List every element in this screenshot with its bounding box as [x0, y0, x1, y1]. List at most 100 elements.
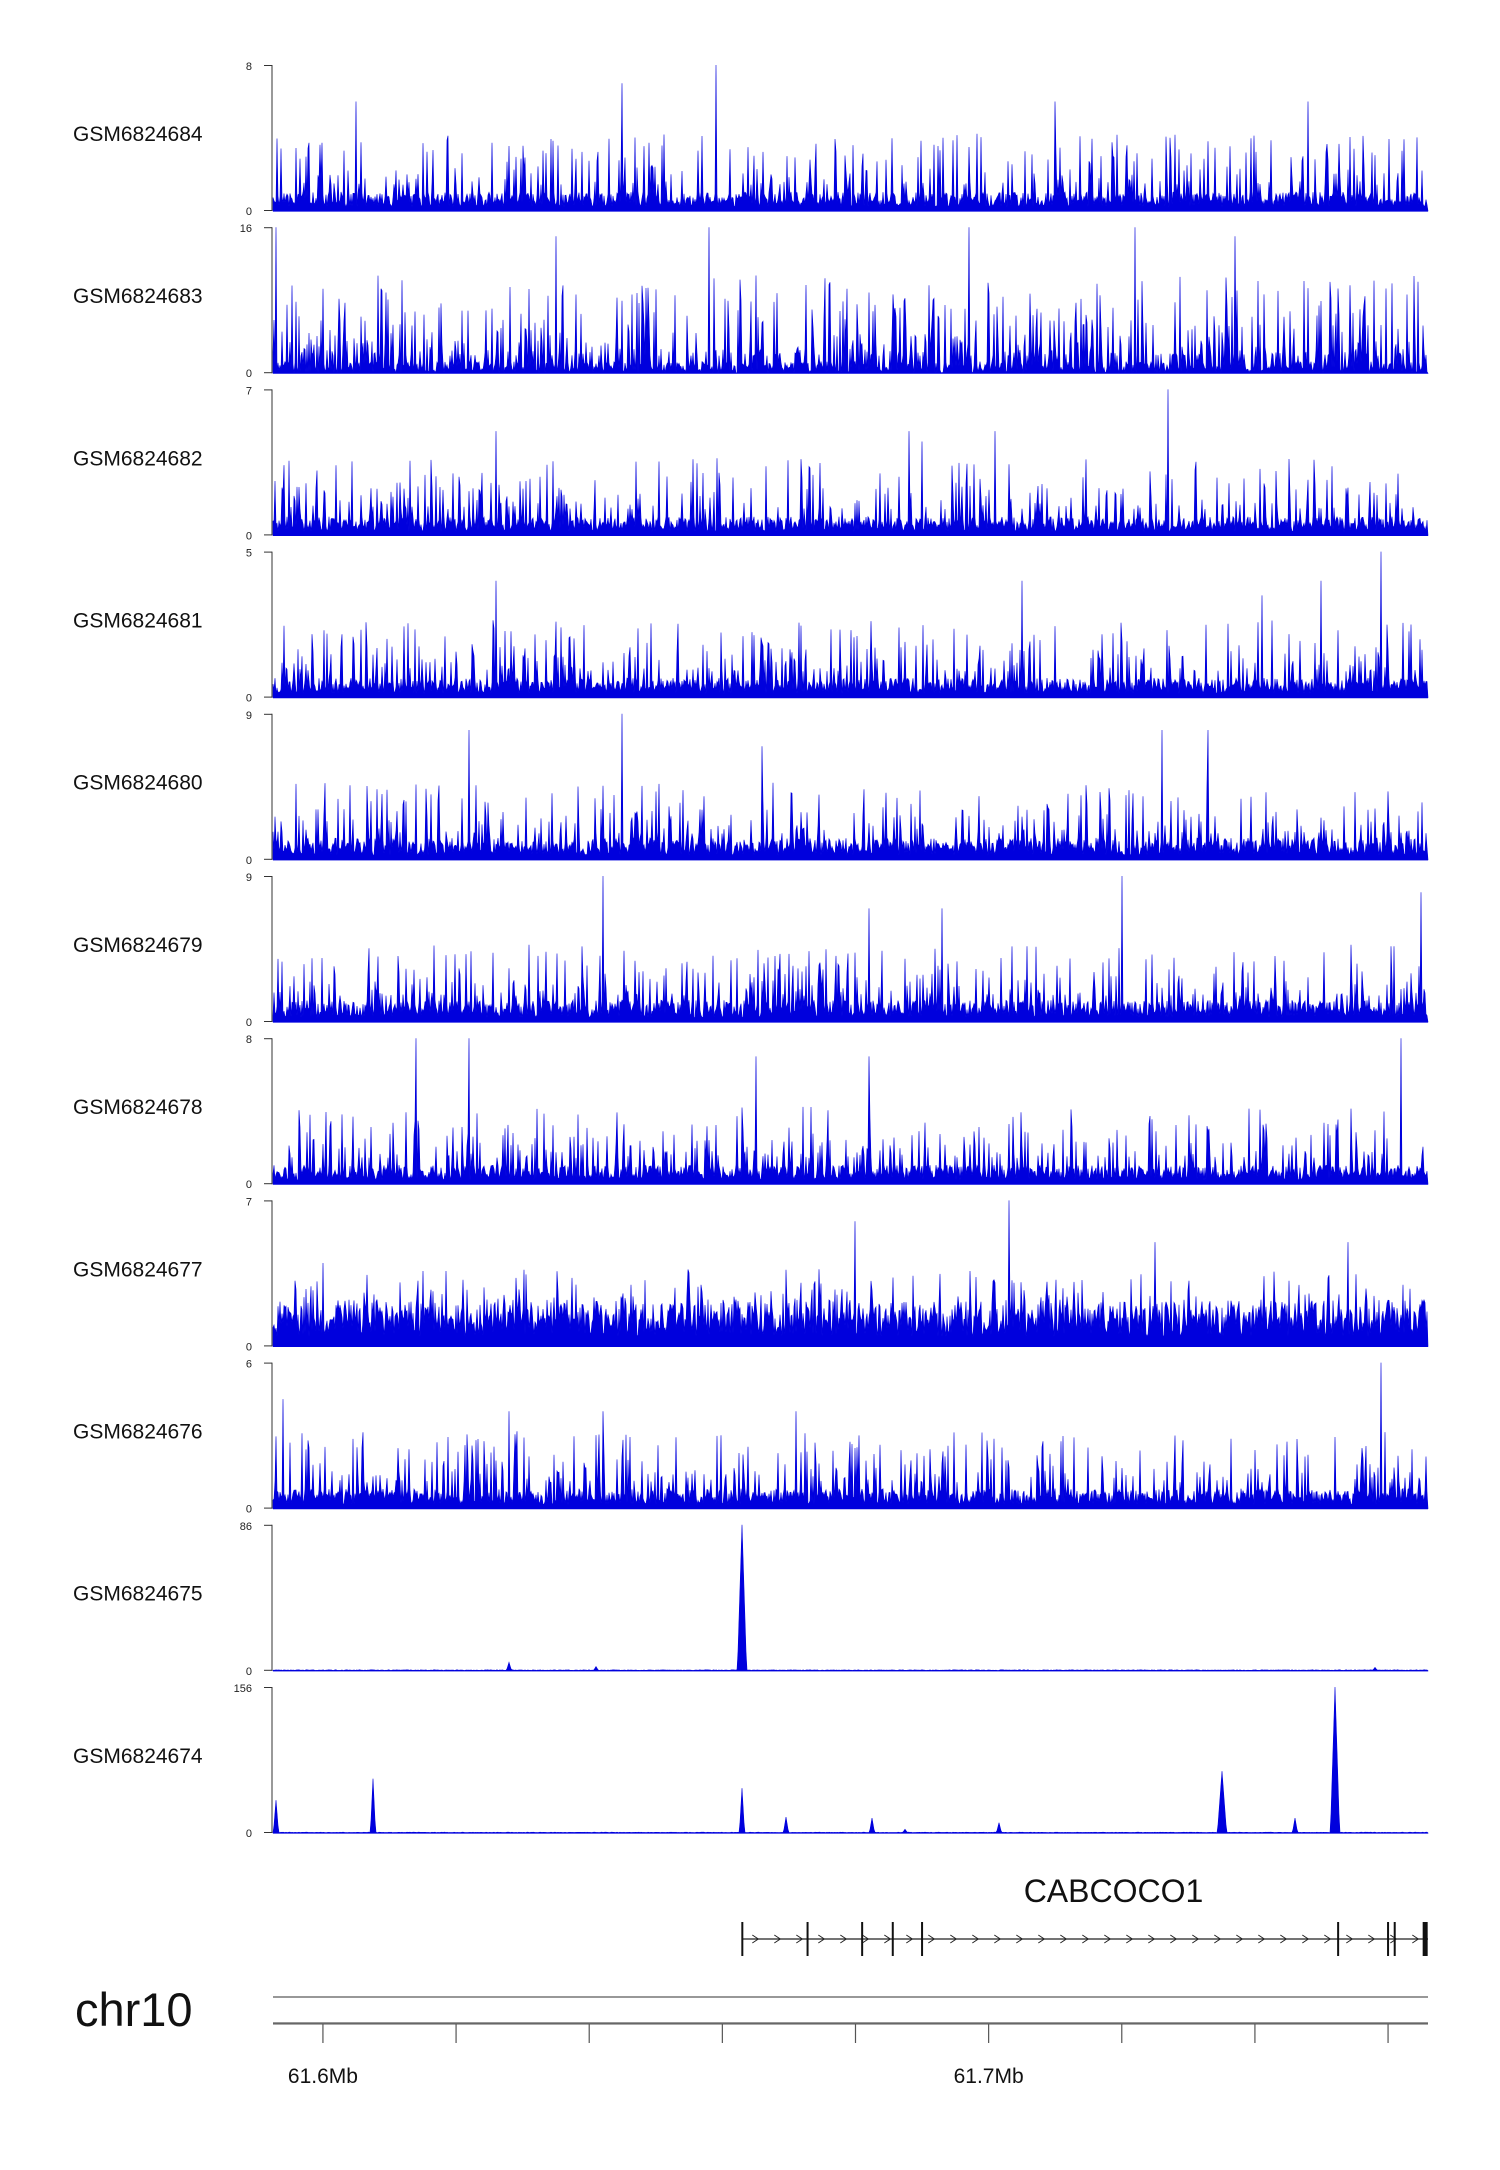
chromosome-ideogram: chr10	[75, 1983, 1428, 2036]
gene-exon	[806, 1922, 809, 1956]
axis-tick-label: 61.7Mb	[954, 2065, 1024, 2088]
strand-arrow	[1390, 1934, 1398, 1944]
track-GSM6824680: GSM6824680 9 0	[73, 710, 1429, 867]
strand-arrow	[1302, 1934, 1310, 1944]
gene-exon	[1393, 1922, 1396, 1956]
track-label: GSM6824676	[73, 1421, 203, 1444]
strand-arrow	[1346, 1934, 1354, 1944]
strand-arrow	[1170, 1934, 1178, 1944]
ymin-label: 0	[246, 1341, 252, 1353]
coverage-signal	[272, 64, 1429, 212]
strand-arrow	[1280, 1934, 1288, 1944]
coverage-signal	[272, 551, 1429, 698]
coverage-signal	[272, 1524, 1429, 1672]
track-label: GSM6824677	[73, 1258, 203, 1281]
strand-arrow	[818, 1934, 826, 1944]
strand-arrow	[1104, 1934, 1112, 1944]
strand-arrow	[950, 1934, 958, 1944]
ymin-label: 0	[246, 1828, 252, 1840]
coverage-signal	[272, 875, 1429, 1023]
strand-arrow	[1258, 1934, 1266, 1944]
track-GSM6824681: GSM6824681 5 0	[73, 548, 1429, 705]
axis-tick-label: 61.6Mb	[288, 2065, 358, 2088]
track-label: GSM6824683	[73, 285, 203, 308]
track-label: GSM6824674	[73, 1745, 203, 1768]
coverage-signal	[272, 1686, 1429, 1834]
coverage-signal	[272, 227, 1429, 374]
chromosome-label: chr10	[75, 1983, 193, 2036]
strand-arrow	[1368, 1934, 1376, 1944]
ymin-label: 0	[246, 206, 252, 218]
strand-arrow	[1192, 1934, 1200, 1944]
gene-name: CABCOCO1	[1024, 1873, 1204, 1909]
coverage-signal	[272, 1200, 1429, 1347]
gene-exon	[741, 1922, 744, 1956]
ymax-label: 9	[246, 710, 252, 722]
gene-exon	[861, 1922, 864, 1956]
strand-arrow	[906, 1934, 914, 1944]
track-GSM6824683: GSM6824683 16 0	[73, 223, 1429, 380]
track-GSM6824679: GSM6824679 9 0	[73, 872, 1429, 1029]
strand-arrow	[1060, 1934, 1068, 1944]
strand-arrow	[972, 1934, 980, 1944]
track-GSM6824677: GSM6824677 7 0	[73, 1196, 1429, 1353]
track-GSM6824682: GSM6824682 7 0	[73, 385, 1429, 542]
ymin-label: 0	[246, 1017, 252, 1029]
strand-arrow	[1016, 1934, 1024, 1944]
ymax-label: 16	[240, 223, 252, 235]
gene-exon	[891, 1922, 894, 1956]
ymin-label: 0	[246, 855, 252, 867]
strand-arrow	[774, 1934, 782, 1944]
strand-arrow	[1214, 1934, 1222, 1944]
track-label: GSM6824680	[73, 772, 203, 795]
ymin-label: 0	[246, 530, 252, 542]
track-GSM6824678: GSM6824678 8 0	[73, 1034, 1429, 1191]
coverage-signal	[272, 713, 1429, 861]
track-label: GSM6824679	[73, 934, 203, 957]
coverage-signal	[272, 1038, 1429, 1185]
strand-arrow	[1324, 1934, 1332, 1944]
strand-arrow	[1236, 1934, 1244, 1944]
coverage-signal	[272, 389, 1429, 536]
strand-arrow	[840, 1934, 848, 1944]
ymin-label: 0	[246, 1504, 252, 1516]
strand-arrow	[994, 1934, 1002, 1944]
gene-annotation-track: CABCOCO1	[741, 1873, 1428, 1956]
strand-arrow	[1038, 1934, 1046, 1944]
ymax-label: 9	[246, 872, 252, 884]
ymax-label: 6	[246, 1359, 252, 1371]
track-label: GSM6824675	[73, 1583, 203, 1606]
track-label: GSM6824682	[73, 447, 203, 470]
gene-exon	[1337, 1922, 1340, 1956]
ymax-label: 86	[240, 1521, 252, 1533]
coverage-signal	[272, 1362, 1429, 1509]
strand-arrow	[862, 1934, 870, 1944]
coverage-tracks: GSM682468480GSM6824683160GSM682468270GSM…	[73, 61, 1429, 1840]
strand-arrow	[928, 1934, 936, 1944]
ymin-label: 0	[246, 693, 252, 705]
ymin-label: 0	[246, 368, 252, 380]
track-GSM6824675: GSM6824675 86 0	[73, 1521, 1429, 1678]
track-label: GSM6824684	[73, 123, 203, 146]
gene-exon	[1422, 1922, 1428, 1956]
genome-axis: 61.6Mb 61.7Mb	[273, 2023, 1428, 2088]
ymax-label: 156	[234, 1683, 252, 1695]
track-GSM6824676: GSM6824676 6 0	[73, 1359, 1429, 1516]
track-label: GSM6824678	[73, 1096, 203, 1119]
track-GSM6824684: GSM6824684 8 0	[73, 61, 1429, 218]
ymax-label: 8	[246, 61, 252, 73]
ymax-label: 7	[246, 1196, 252, 1208]
strand-arrow	[884, 1934, 892, 1944]
strand-arrow	[796, 1934, 804, 1944]
ymax-label: 8	[246, 1034, 252, 1046]
strand-arrow	[1148, 1934, 1156, 1944]
ymax-label: 7	[246, 385, 252, 397]
gene-exon	[921, 1922, 924, 1956]
track-label: GSM6824681	[73, 610, 203, 633]
ymin-label: 0	[246, 1179, 252, 1191]
ymax-label: 5	[246, 548, 252, 560]
strand-arrow	[1126, 1934, 1134, 1944]
gene-exon	[1387, 1922, 1390, 1956]
strand-arrow	[752, 1934, 760, 1944]
